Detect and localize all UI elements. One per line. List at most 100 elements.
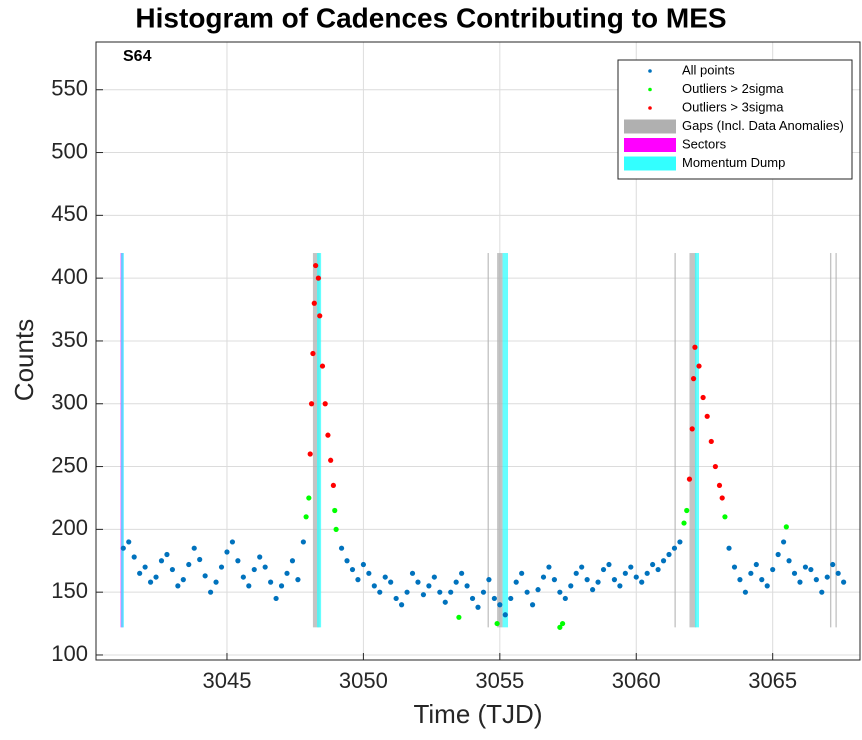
point: [284, 570, 290, 576]
point: [415, 579, 421, 585]
point: [360, 561, 366, 568]
band: [829, 253, 832, 628]
legend-swatch: [624, 156, 676, 171]
point: [180, 577, 186, 583]
point: [120, 545, 126, 551]
point: [786, 558, 792, 564]
point: [573, 570, 579, 576]
point: [448, 589, 454, 595]
point: [371, 583, 377, 589]
point: [700, 394, 706, 401]
point: [830, 561, 836, 568]
point: [313, 262, 319, 269]
point: [437, 589, 443, 595]
point: [824, 574, 830, 580]
point: [240, 574, 246, 580]
point: [617, 583, 623, 589]
y-tick-label: 300: [51, 390, 88, 415]
point: [426, 583, 432, 589]
point: [229, 539, 236, 545]
point: [689, 426, 695, 432]
y-tick-label: 150: [51, 578, 88, 603]
point: [409, 570, 416, 576]
point: [590, 587, 596, 593]
point: [622, 570, 628, 576]
band: [121, 253, 124, 628]
point: [841, 579, 847, 585]
y-tick-label: 450: [51, 201, 88, 226]
point: [382, 574, 388, 580]
point: [568, 583, 574, 589]
point: [332, 507, 338, 514]
point: [639, 579, 645, 585]
point: [808, 566, 814, 573]
point: [333, 526, 339, 532]
point: [731, 564, 738, 570]
point: [459, 570, 465, 576]
point: [753, 561, 759, 568]
point: [273, 595, 279, 602]
point: [708, 438, 714, 445]
point: [213, 579, 219, 585]
point: [393, 595, 399, 602]
point: [546, 564, 552, 570]
point: [319, 363, 326, 369]
point: [684, 507, 690, 514]
point: [600, 566, 607, 573]
point: [502, 612, 508, 618]
point: [666, 551, 672, 558]
x-tick-label: 3055: [475, 668, 524, 693]
legend-label: Outliers > 2sigma: [682, 81, 784, 96]
point: [175, 583, 181, 589]
point: [535, 587, 541, 593]
point: [235, 558, 241, 564]
point: [399, 602, 405, 608]
point: [494, 620, 500, 627]
annotation: S64: [123, 48, 152, 65]
point: [202, 573, 208, 579]
y-tick-label: 350: [51, 327, 88, 352]
point: [529, 602, 536, 608]
point: [251, 566, 257, 573]
point: [420, 592, 427, 598]
point: [137, 570, 143, 576]
band: [497, 253, 503, 628]
point: [557, 624, 563, 630]
point: [224, 549, 230, 555]
y-tick-label: 400: [51, 264, 88, 289]
band: [487, 253, 489, 628]
point: [442, 599, 448, 605]
x-axis-label: Time (TJD): [413, 699, 542, 729]
y-tick-label: 100: [51, 641, 88, 666]
legend-label: Gaps (Incl. Data Anomalies): [682, 118, 844, 133]
point: [257, 554, 263, 560]
legend-marker: [648, 106, 652, 110]
point: [813, 577, 819, 583]
x-tick-label: 3045: [202, 668, 251, 693]
point: [308, 401, 315, 407]
point: [775, 551, 781, 558]
point: [278, 583, 285, 589]
band: [502, 253, 509, 628]
band: [694, 253, 700, 628]
band: [689, 253, 697, 628]
point: [835, 570, 841, 576]
point: [606, 561, 612, 568]
point: [497, 602, 503, 608]
point: [783, 524, 789, 530]
point: [431, 574, 437, 580]
point: [579, 564, 585, 570]
point: [131, 554, 137, 560]
point: [742, 589, 749, 595]
legend-label: All points: [682, 62, 735, 77]
y-axis-label: Counts: [9, 319, 39, 401]
point: [737, 577, 743, 583]
y-tick-label: 200: [51, 515, 88, 540]
point: [819, 589, 825, 595]
y-tick-label: 250: [51, 452, 88, 477]
legend-swatch: [624, 138, 676, 152]
point: [797, 579, 803, 585]
point: [719, 495, 725, 501]
point: [289, 558, 296, 564]
point: [557, 589, 563, 595]
